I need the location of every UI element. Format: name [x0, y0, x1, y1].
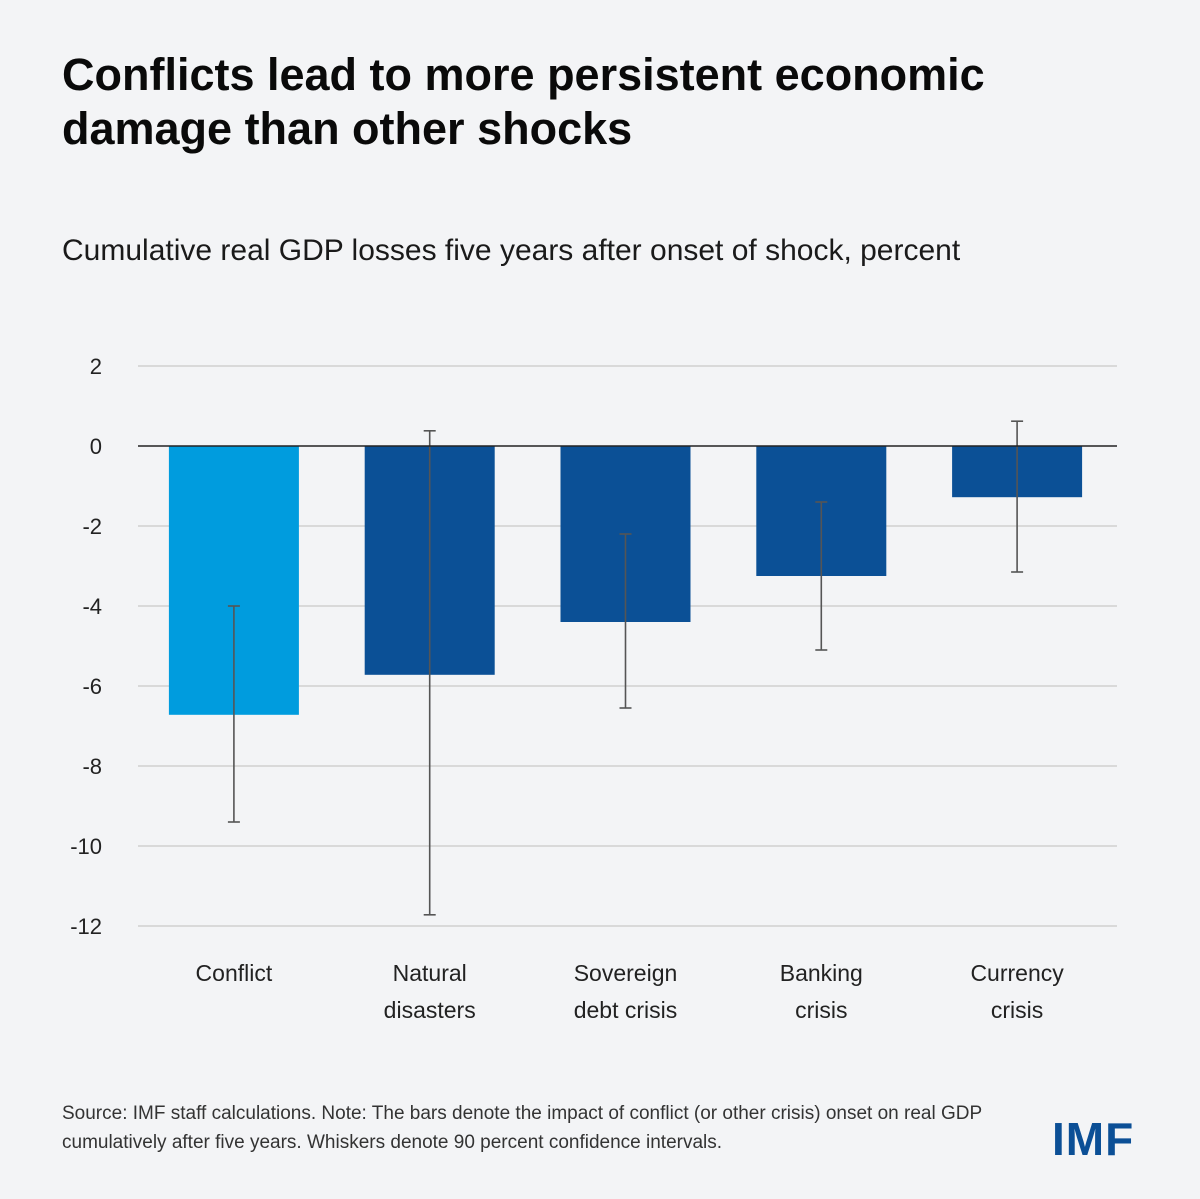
y-tick-label: -12	[70, 914, 102, 939]
x-category-label: disasters	[384, 997, 476, 1023]
source-note: Source: IMF staff calculations. Note: Th…	[62, 1103, 982, 1153]
y-tick-label: -6	[82, 674, 102, 699]
bar-chart: 2 0 -2 -4 -6 -8 -10 -12 Conflict Natural disasters…	[70, 354, 1117, 1023]
imf-logo: IMF	[1052, 1113, 1135, 1165]
chart-title: Conflicts lead to more persistent econom…	[62, 49, 985, 154]
x-category-label: Currency	[970, 960, 1064, 986]
x-category-label: crisis	[795, 997, 847, 1023]
y-tick-label: -2	[82, 514, 102, 539]
y-tick-label: -10	[70, 834, 102, 859]
x-category-label: Banking	[780, 960, 863, 986]
y-tick-label: -8	[82, 754, 102, 779]
x-category-label: Sovereign	[574, 960, 678, 986]
y-tick-label: 2	[90, 354, 102, 379]
x-category-label: crisis	[991, 997, 1043, 1023]
x-category-label: debt crisis	[574, 997, 678, 1023]
y-tick-label: -4	[82, 594, 102, 619]
x-category-label: Natural	[393, 960, 467, 986]
y-tick-label: 0	[90, 434, 102, 459]
x-category-label: Conflict	[196, 960, 273, 986]
chart-subtitle: Cumulative real GDP losses five years af…	[62, 234, 961, 267]
